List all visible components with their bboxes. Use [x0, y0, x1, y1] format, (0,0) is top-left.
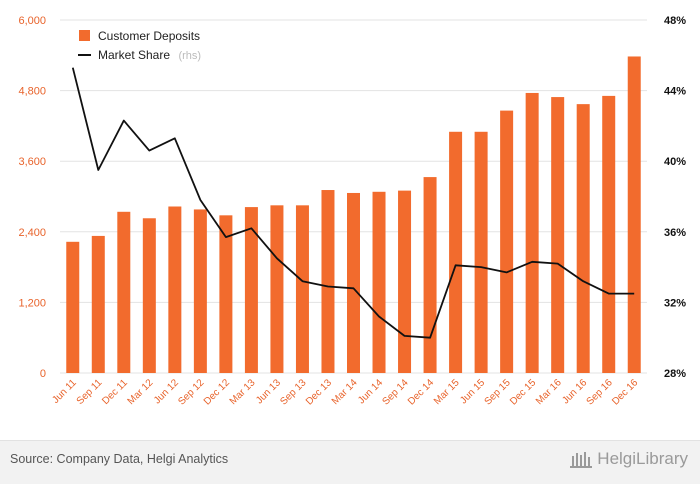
left-tick-label: 0 [40, 368, 46, 380]
right-tick-label: 32% [664, 297, 686, 309]
deposit-bar [372, 191, 386, 373]
left-tick-label: 4,800 [18, 86, 46, 98]
brand-name: HelgiLibrary [597, 449, 688, 468]
brand-logo: HelgiLibrary [570, 449, 688, 469]
deposit-bar [117, 211, 131, 373]
x-tick-label: Dec 11 [100, 377, 130, 407]
x-tick-label: Jun 12 [152, 377, 181, 406]
deposit-bar [576, 104, 590, 374]
source-text: Source: Company Data, Helgi Analytics [10, 452, 229, 466]
legend: Customer Deposits Market Share (rhs) [78, 29, 201, 63]
left-axis-ticks: 0 1,200 2,400 3,600 4,800 6,000 [18, 15, 46, 380]
legend-label-deposits: Customer Deposits [98, 29, 200, 43]
x-tick-label: Sep 16 [585, 377, 615, 407]
legend-swatch-deposits [79, 30, 90, 41]
deposit-bar [449, 131, 463, 373]
chart: 0 1,200 2,400 3,600 4,800 6,000 28% 32% 36% 40% 4… [18, 15, 686, 408]
left-tick-label: 6,000 [18, 15, 46, 27]
deposit-bar [193, 209, 207, 373]
right-tick-label: 40% [664, 156, 686, 168]
deposit-bar [219, 215, 233, 373]
legend-label-market-share-group: Market Share (rhs) [98, 46, 201, 63]
library-icon [570, 452, 593, 468]
deposit-bar [423, 177, 437, 373]
x-tick-label: Jun 16 [560, 377, 589, 406]
left-tick-label: 3,600 [18, 156, 46, 168]
deposit-bar [66, 241, 80, 373]
x-tick-label: Jun 13 [254, 377, 283, 406]
x-tick-label: Mar 16 [534, 377, 564, 407]
x-tick-label: Sep 13 [278, 377, 308, 407]
x-tick-label: Dec 15 [508, 377, 538, 407]
x-tick-label: Mar 14 [330, 377, 360, 407]
x-tick-label: Dec 12 [202, 377, 232, 407]
x-tick-label: Sep 11 [75, 377, 105, 407]
market-share-polyline [71, 67, 635, 339]
legend-label-rhs-note: (rhs) [178, 50, 201, 62]
x-tick-label: Dec 13 [304, 377, 334, 407]
x-tick-label: Jun 14 [356, 377, 385, 406]
x-tick-label: Sep 15 [483, 377, 513, 407]
deposit-bar [627, 56, 641, 374]
left-tick-label: 1,200 [18, 297, 46, 309]
right-tick-label: 44% [664, 86, 686, 98]
right-tick-label: 28% [664, 368, 686, 380]
x-tick-label: Dec 14 [406, 377, 436, 407]
deposit-bar [551, 97, 565, 374]
deposit-bar [347, 192, 360, 373]
deposit-bar [398, 190, 412, 373]
deposit-bar [142, 218, 156, 373]
deposit-bar [474, 131, 488, 373]
x-tick-label: Jun 15 [458, 377, 487, 406]
left-tick-label: 2,400 [18, 227, 46, 239]
deposit-bar [295, 205, 309, 373]
x-tick-label: Mar 12 [126, 377, 156, 407]
right-tick-label: 48% [664, 15, 686, 27]
x-tick-label: Sep 14 [380, 377, 410, 407]
right-axis-ticks: 28% 32% 36% 40% 44% 48% [664, 15, 686, 380]
deposit-bar [500, 110, 514, 373]
deposit-bar [270, 205, 284, 373]
deposit-bar [244, 207, 258, 373]
deposit-bar [321, 190, 335, 373]
right-tick-label: 36% [664, 227, 686, 239]
footer: Source: Company Data, Helgi Analytics He… [0, 440, 700, 484]
legend-label-market-share: Market Share [98, 48, 170, 62]
x-tick-label: Dec 16 [610, 377, 640, 407]
x-tick-label: Sep 12 [176, 377, 206, 407]
deposit-bar [602, 95, 616, 374]
market-share-line [71, 67, 635, 339]
x-tick-label: Mar 15 [432, 377, 462, 407]
deposit-bar [168, 206, 182, 373]
x-tick-label: Jun 11 [50, 377, 79, 406]
x-tick-label: Mar 13 [228, 377, 258, 407]
deposit-bar [91, 235, 105, 373]
deposit-bar [525, 92, 539, 373]
deposits-bars [66, 56, 641, 374]
